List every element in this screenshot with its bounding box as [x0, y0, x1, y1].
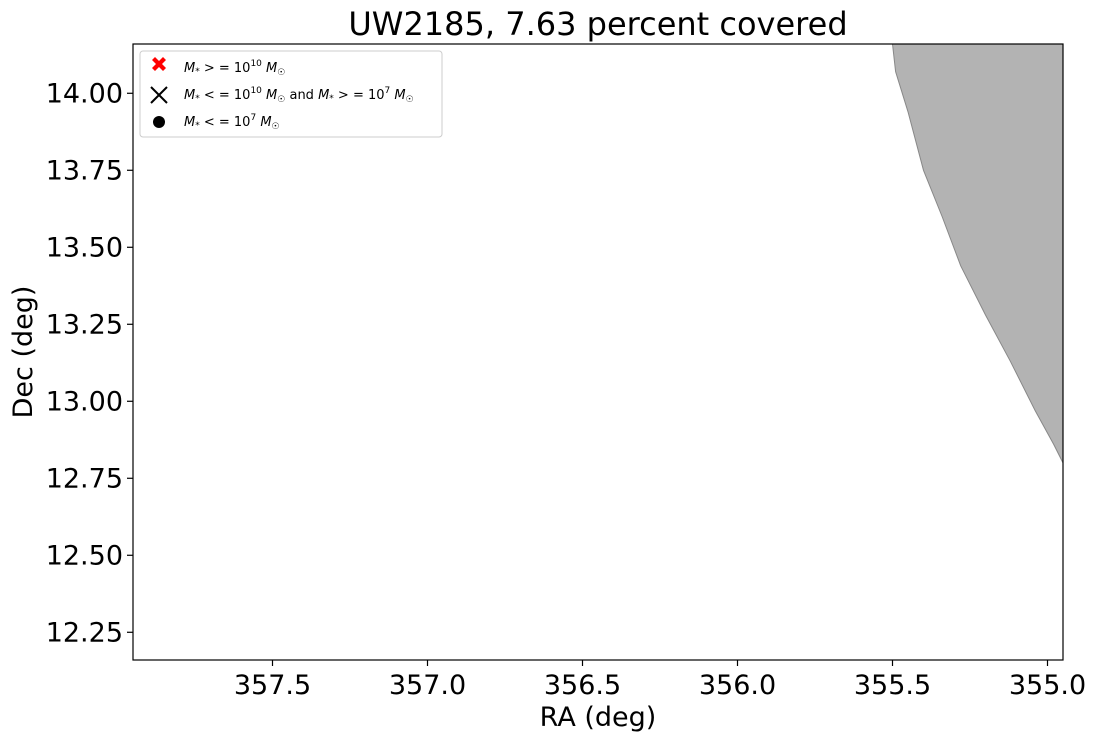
y-tick-label: 13.75 — [46, 155, 123, 186]
plot-frame — [132, 43, 1064, 661]
x-tick-label: 355.0 — [1009, 670, 1086, 701]
y-tick-label: 13.00 — [46, 386, 123, 417]
legend-entry-mid-mass: M* < = 1010 M☉ and M* > = 107 M☉ — [150, 86, 414, 105]
black-x-icon — [150, 86, 168, 104]
legend-entry-low-mass: M* < = 107 M☉ — [153, 113, 280, 132]
y-tick-label: 13.50 — [46, 232, 123, 263]
legend-label-high-mass: M* > = 1010 M☉ — [184, 59, 285, 78]
chart-title: UW2185, 7.63 percent covered — [348, 5, 847, 43]
plot-area — [133, 44, 1063, 660]
y-tick-label: 12.50 — [46, 540, 123, 571]
legend-label-mid-mass: M* < = 1010 M☉ and M* > = 107 M☉ — [184, 86, 414, 105]
x-tick-label: 356.0 — [699, 670, 776, 701]
x-tick-label: 357.0 — [389, 670, 466, 701]
y-tick-label: 12.75 — [46, 463, 123, 494]
legend-entry-high-mass: M* > = 1010 M☉ — [152, 57, 285, 78]
y-tick-label: 13.25 — [46, 309, 123, 340]
y-axis-label: Dec (deg) — [8, 286, 39, 419]
x-tick-label: 356.5 — [544, 670, 621, 701]
x-axis-label: RA (deg) — [540, 702, 657, 733]
red-filled-x-icon — [152, 57, 166, 71]
legend: M* > = 1010 M☉ M* < = 1010 M☉ and M* > =… — [139, 50, 443, 138]
legend-box — [139, 50, 443, 138]
x-tick-label: 357.5 — [234, 670, 311, 701]
black-dot-icon — [153, 116, 165, 128]
x-tick-label: 355.5 — [854, 670, 931, 701]
legend-label-low-mass: M* < = 107 M☉ — [184, 113, 280, 132]
x-axis-ticks: 357.5 357.0 356.5 356.0 355.5 355.0 — [234, 660, 1086, 701]
y-axis-ticks: 12.25 12.50 12.75 13.00 13.25 13.50 13.75 14.00 — [46, 78, 133, 648]
y-tick-label: 12.25 — [46, 617, 123, 648]
y-tick-label: 14.00 — [46, 78, 123, 109]
